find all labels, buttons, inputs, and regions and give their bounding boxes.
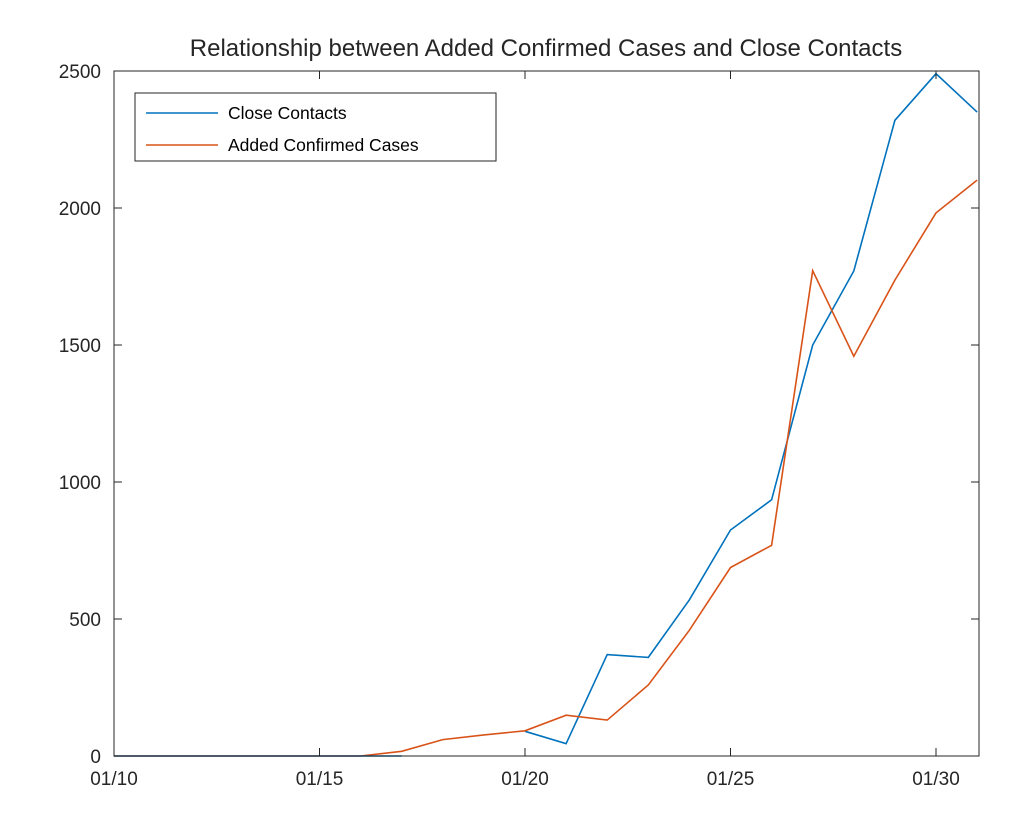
y-tick-label: 1000 (59, 473, 101, 494)
series-line-added-confirmed-cases (114, 179, 978, 757)
series-layer (114, 72, 978, 757)
x-tick-label: 01/20 (501, 769, 549, 790)
legend: Close Contacts Added Confirmed Cases (134, 92, 497, 162)
y-tick-label: 500 (69, 610, 101, 631)
legend-label-added-confirmed-cases: Added Confirmed Cases (228, 135, 419, 155)
series-line-close-contacts (524, 72, 978, 745)
y-tick-label: 0 (90, 747, 101, 768)
x-tick-label: 01/15 (296, 769, 344, 790)
y-tick-label: 2500 (59, 62, 101, 83)
x-tick-label: 01/30 (912, 769, 960, 790)
y-axis: 0 500 1000 1500 2000 2500 (59, 62, 979, 768)
plot-area-border (113, 70, 980, 757)
legend-label-close-contacts: Close Contacts (228, 103, 347, 123)
x-tick-label: 01/10 (90, 769, 138, 790)
chart-title: Relationship between Added Confirmed Cas… (190, 35, 902, 62)
y-tick-label: 2000 (59, 199, 101, 220)
y-tick-label: 1500 (59, 336, 101, 357)
x-tick-label: 01/25 (707, 769, 755, 790)
x-axis: 01/10 01/15 01/20 01/25 01/30 (90, 71, 960, 790)
legend-box (134, 92, 497, 162)
